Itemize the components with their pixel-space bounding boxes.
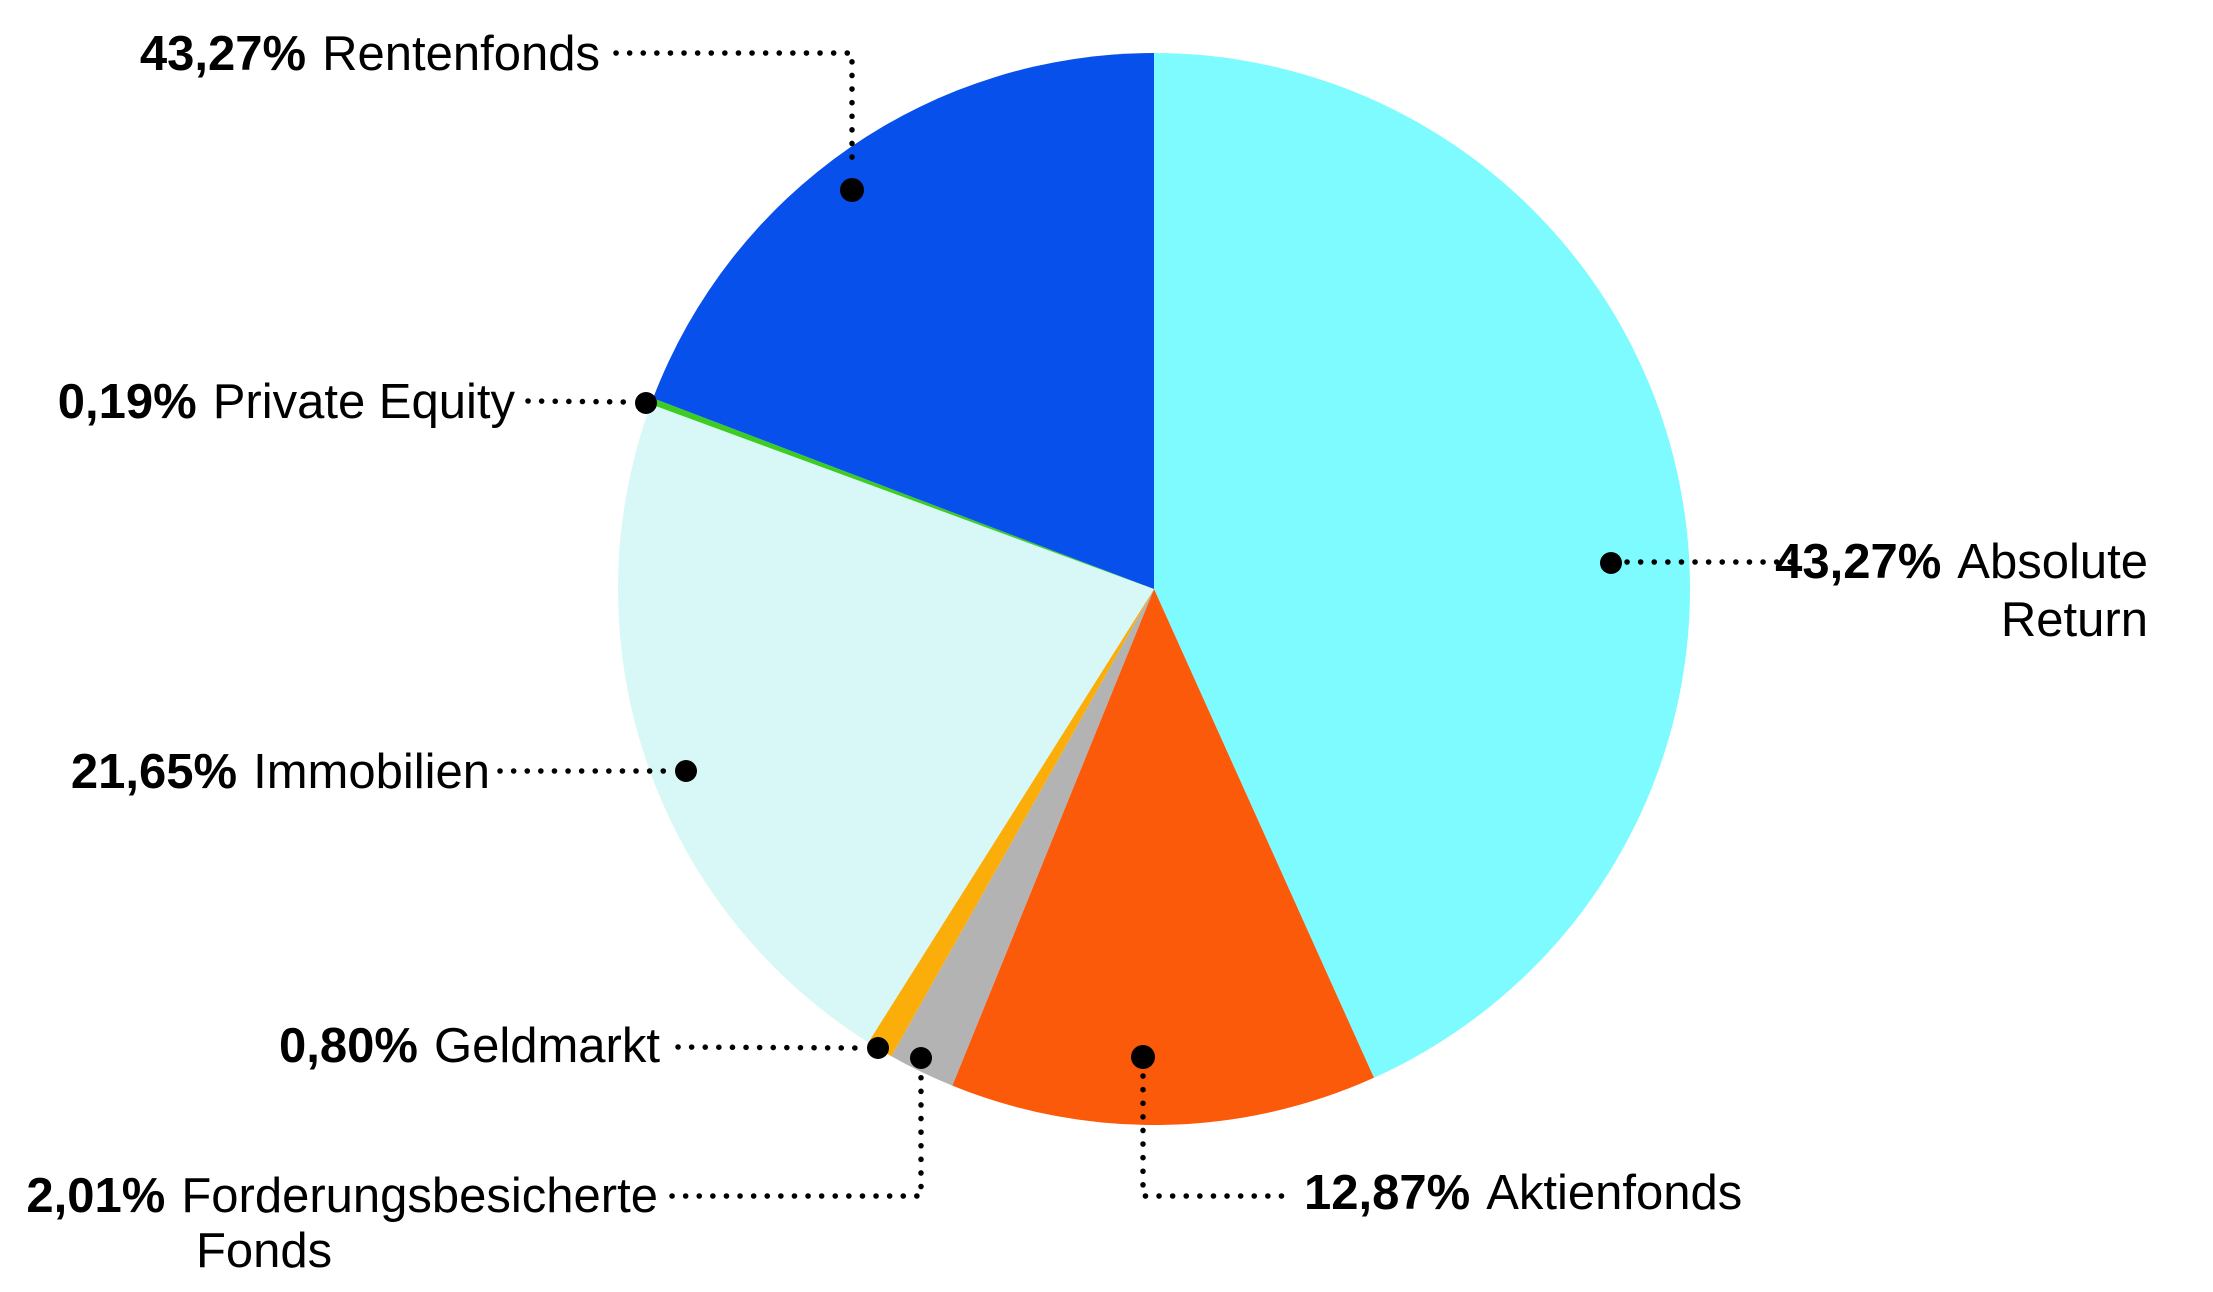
dot-forderungsbesicherte-fonds: [910, 1047, 932, 1069]
slice-rentenfonds: [653, 53, 1154, 589]
slice-aktienfonds: [952, 589, 1374, 1126]
slice-absolute-return: [1154, 53, 1691, 1078]
leader-rentenfonds: [613, 50, 855, 173]
dot-immobilien: [675, 760, 697, 782]
label-rentenfonds: 43,27% Rentenfonds: [140, 27, 600, 81]
label-immobilien: 21,65% Immobilien: [71, 745, 490, 799]
label-name: Forderungsbesicherte: [181, 1169, 658, 1223]
label-value: 21,65%: [71, 745, 237, 799]
pie-slices: [618, 53, 1691, 1126]
slice-geldmarkt: [868, 589, 1154, 1057]
label-value: 43,27%: [1775, 535, 1941, 589]
leader-private-equity: [525, 398, 632, 405]
slice-private-equity: [650, 398, 1154, 589]
label-name: Absolute: [1957, 535, 2148, 589]
label-forderungsbesicherte-fonds-line1: 2,01% Forderungsbesicherte: [26, 1169, 658, 1223]
label-geldmarkt: 0,80% Geldmarkt: [279, 1019, 660, 1073]
leader-forderungsbesicherte-fonds: [669, 1073, 924, 1199]
label-name: Rentenfonds: [322, 27, 600, 81]
dot-private-equity: [635, 392, 657, 414]
label-name: Fonds: [196, 1224, 332, 1278]
label-value: 2,01%: [26, 1169, 165, 1223]
label-name: Aktienfonds: [1486, 1166, 1742, 1220]
callout-leader-lines: [497, 50, 1796, 1199]
label-value: 43,27%: [140, 27, 306, 81]
label-private-equity: 0,19% Private Equity: [58, 375, 516, 429]
label-value: 0,80%: [279, 1019, 418, 1073]
label-value: 0,19%: [58, 375, 197, 429]
dot-geldmarkt: [867, 1037, 889, 1059]
label-absolute-return-line1: 43,27% Absolute: [1775, 535, 2148, 589]
label-name: Return: [2001, 593, 2148, 647]
dot-aktienfonds: [1131, 1045, 1155, 1069]
slice-immobilien: [618, 404, 1154, 1043]
label-value: 12,87%: [1304, 1166, 1470, 1220]
leader-geldmarkt: [675, 1044, 864, 1051]
label-forderungsbesicherte-fonds-line2: Fonds: [196, 1224, 332, 1278]
label-name: Immobilien: [253, 745, 490, 799]
slice-forderungsbesicherte-fonds: [891, 589, 1154, 1086]
dot-absolute-return: [1600, 552, 1622, 574]
label-aktienfonds: 12,87% Aktienfonds: [1304, 1166, 1742, 1220]
dot-rentenfonds: [840, 178, 864, 202]
label-absolute-return-line2: Return: [2001, 593, 2148, 647]
leader-aktienfonds: [1140, 1073, 1289, 1199]
label-name: Geldmarkt: [434, 1019, 660, 1073]
label-name: Private Equity: [213, 375, 516, 429]
